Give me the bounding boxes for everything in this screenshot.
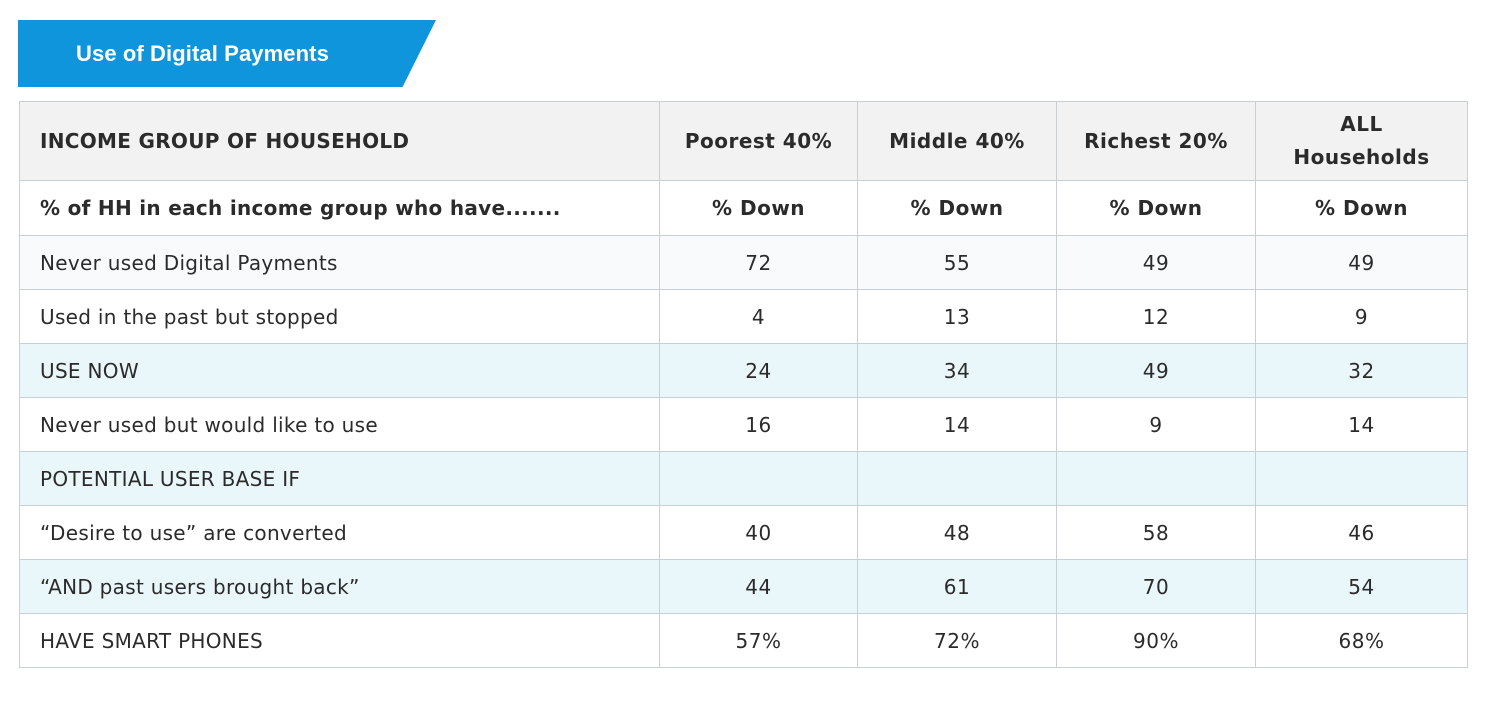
cell-richest-20: 58 (1056, 505, 1256, 560)
data-table: INCOME GROUP OF HOUSEHOLD Poorest 40% Mi… (19, 101, 1468, 668)
cell-all-households: 14 (1255, 397, 1468, 452)
table-row: USE NOW 24 34 49 32 (19, 343, 1468, 398)
header-all-line-2: Households (1293, 145, 1430, 169)
cell-all-households: 68% (1255, 613, 1468, 668)
title-tab: Use of Digital Payments (18, 20, 436, 87)
page-title: Use of Digital Payments (76, 41, 329, 66)
cell-middle-40: 61 (857, 559, 1057, 614)
subheader-middle-40: % Down (857, 180, 1057, 236)
table-row: Never used Digital Payments 72 55 49 49 (19, 235, 1468, 290)
row-label: POTENTIAL USER BASE IF (19, 451, 660, 506)
header-income-group: INCOME GROUP OF HOUSEHOLD (19, 101, 660, 181)
cell-richest-20: 90% (1056, 613, 1256, 668)
header-richest-20: Richest 20% (1056, 101, 1256, 181)
table-subheader-row: % of HH in each income group who have...… (19, 180, 1468, 236)
cell-middle-40: 14 (857, 397, 1057, 452)
cell-all-households (1255, 451, 1468, 506)
cell-middle-40: 55 (857, 235, 1057, 290)
table-row: POTENTIAL USER BASE IF (19, 451, 1468, 506)
table-row: “Desire to use” are converted 40 48 58 46 (19, 505, 1468, 560)
cell-all-households: 46 (1255, 505, 1468, 560)
cell-richest-20: 49 (1056, 343, 1256, 398)
cell-poorest-40 (659, 451, 858, 506)
cell-poorest-40: 57% (659, 613, 858, 668)
cell-all-households: 54 (1255, 559, 1468, 614)
cell-middle-40: 72% (857, 613, 1057, 668)
digital-payments-table: INCOME GROUP OF HOUSEHOLD Poorest 40% Mi… (19, 101, 1468, 668)
row-label: “Desire to use” are converted (19, 505, 660, 560)
row-label: USE NOW (19, 343, 660, 398)
subheader-poorest-40: % Down (659, 180, 858, 236)
cell-richest-20: 9 (1056, 397, 1256, 452)
cell-middle-40: 48 (857, 505, 1057, 560)
header-all-households: ALL Households (1255, 101, 1468, 181)
subheader-richest-20: % Down (1056, 180, 1256, 236)
row-label: “AND past users brought back” (19, 559, 660, 614)
table-row: “AND past users brought back” 44 61 70 54 (19, 559, 1468, 614)
table-row: HAVE SMART PHONES 57% 72% 90% 68% (19, 613, 1468, 668)
cell-richest-20: 49 (1056, 235, 1256, 290)
header-poorest-40: Poorest 40% (659, 101, 858, 181)
cell-richest-20 (1056, 451, 1256, 506)
row-label: Never used but would like to use (19, 397, 660, 452)
row-label: HAVE SMART PHONES (19, 613, 660, 668)
cell-richest-20: 70 (1056, 559, 1256, 614)
header-middle-40: Middle 40% (857, 101, 1057, 181)
subheader-description: % of HH in each income group who have...… (19, 180, 660, 236)
cell-richest-20: 12 (1056, 289, 1256, 344)
row-label: Used in the past but stopped (19, 289, 660, 344)
cell-all-households: 32 (1255, 343, 1468, 398)
header-all-line-1: ALL (1340, 112, 1383, 136)
table-row: Never used but would like to use 16 14 9 14 (19, 397, 1468, 452)
table-header-row: INCOME GROUP OF HOUSEHOLD Poorest 40% Mi… (19, 101, 1468, 181)
cell-poorest-40: 4 (659, 289, 858, 344)
cell-poorest-40: 16 (659, 397, 858, 452)
cell-poorest-40: 40 (659, 505, 858, 560)
cell-all-households: 9 (1255, 289, 1468, 344)
cell-middle-40: 34 (857, 343, 1057, 398)
table-row: Used in the past but stopped 4 13 12 9 (19, 289, 1468, 344)
subheader-all-households: % Down (1255, 180, 1468, 236)
cell-poorest-40: 44 (659, 559, 858, 614)
cell-poorest-40: 72 (659, 235, 858, 290)
cell-all-households: 49 (1255, 235, 1468, 290)
cell-middle-40: 13 (857, 289, 1057, 344)
cell-middle-40 (857, 451, 1057, 506)
row-label: Never used Digital Payments (19, 235, 660, 290)
cell-poorest-40: 24 (659, 343, 858, 398)
